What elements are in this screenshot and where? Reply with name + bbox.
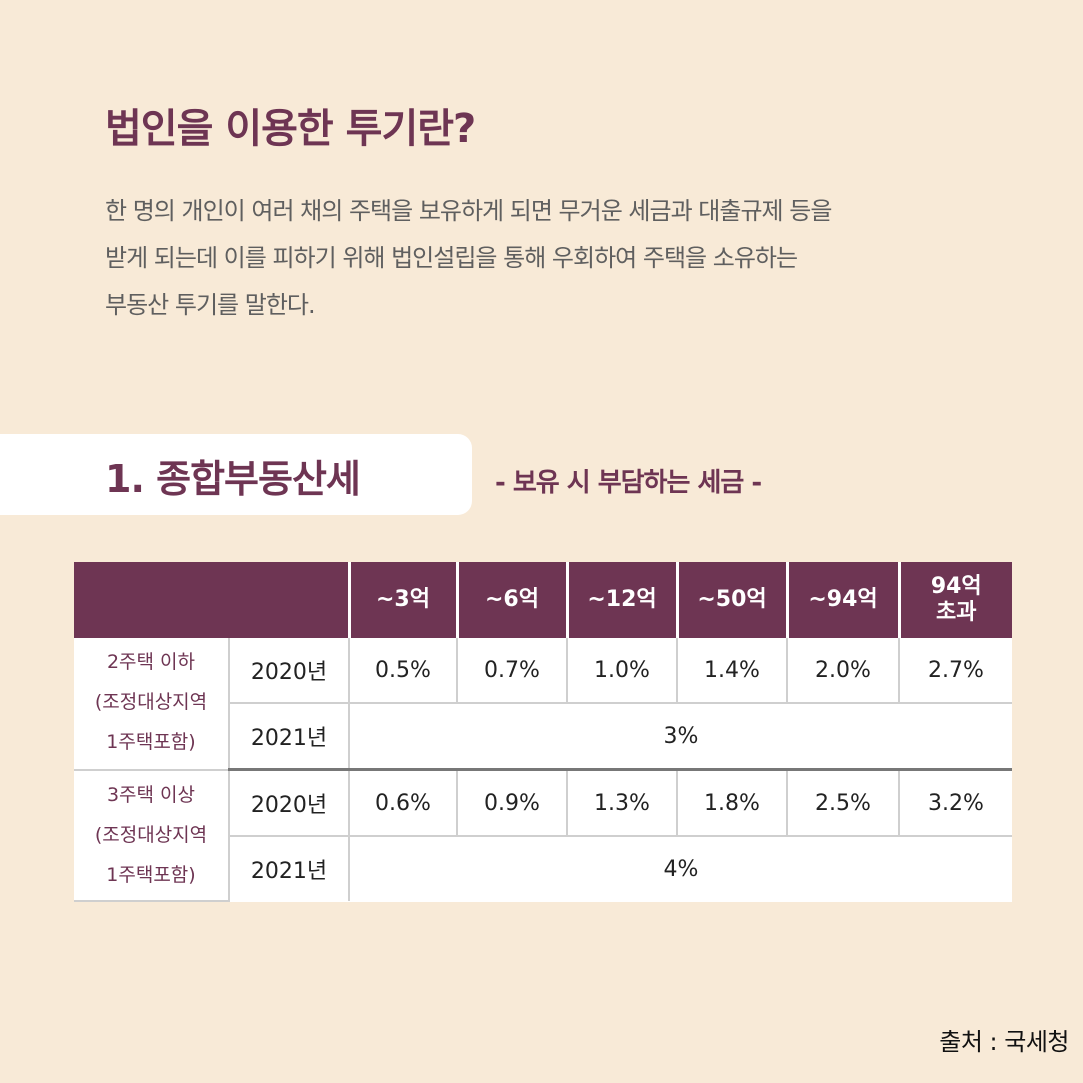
table-row: 2021년 3% (74, 703, 1012, 771)
merged-rate-cell: 3% (349, 703, 1012, 771)
table-row: 2주택 이하 (조정대상지역 1주택포함) 2020년 0.5% 0.7% 1.… (74, 638, 1012, 771)
header-cell: ~12억 (567, 562, 679, 638)
rate-cell: 0.6% (349, 769, 458, 837)
header-cell: ~6억 (457, 562, 569, 638)
rate-cell: 1.3% (567, 769, 678, 837)
year-cell: 2020년 (229, 769, 350, 837)
year-cell: 2020년 (229, 638, 350, 704)
section-subtitle: - 보유 시 부담하는 세금 - (495, 468, 762, 498)
group-label-line: (조정대상지역 (94, 823, 208, 846)
group-label-line: 2주택 이하 (106, 651, 196, 673)
table-row: 2021년 4% (74, 836, 1012, 901)
rate-cell: 2.7% (899, 638, 1012, 704)
header-cell: ~94억 (787, 562, 901, 638)
table-row: 3주택 이상 (조정대상지역 1주택포함) 2020년 0.6% 0.9% 1.… (74, 769, 1012, 902)
rate-cell: 2.0% (787, 638, 900, 704)
rate-cell: 3.2% (899, 769, 1012, 837)
header-cell: ~3억 (349, 562, 459, 638)
year-cell: 2021년 (229, 836, 350, 901)
description-line: 한 명의 개인이 여러 채의 주택을 보유하게 되면 무거운 세금과 대출규제 … (105, 197, 832, 225)
source-credit: 출처 : 국세청 (939, 1028, 1069, 1056)
group-label-line: 3주택 이상 (106, 783, 196, 806)
page-title: 법인을 이용한 투기란? (105, 106, 476, 152)
rate-cell: 1.8% (677, 769, 788, 837)
section-title: 1. 종합부동산세 (105, 457, 361, 501)
rate-cell: 0.5% (349, 638, 458, 704)
merged-rate-cell: 4% (663, 856, 699, 882)
group-label-line: 1주택포함) (106, 863, 196, 886)
header-corner (74, 562, 351, 638)
description-line: 부동산 투기를 말한다. (105, 291, 316, 319)
rate-cell: 2.5% (787, 769, 900, 837)
rate-cell: 1.4% (677, 638, 788, 704)
tax-rate-table: ~3억 ~6억 ~12억 ~50억 ~94억 94억 초과 2주택 이하 (조정… (74, 562, 1012, 902)
table-header-row: ~3억 ~6억 ~12억 ~50억 ~94억 94억 초과 (74, 562, 1012, 638)
description: 한 명의 개인이 여러 채의 주택을 보유하게 되면 무거운 세금과 대출규제 … (105, 188, 1005, 329)
rate-cell: 0.7% (457, 638, 568, 704)
section-title-box (0, 434, 472, 515)
header-cell: ~50억 (677, 562, 789, 638)
group-label-line: (조정대상지역 (94, 691, 208, 713)
group-label: 3주택 이상 (조정대상지역 1주택포함) (74, 769, 230, 902)
rate-cell: 1.0% (567, 638, 678, 704)
group-label-line: 1주택포함) (106, 731, 196, 753)
description-line: 받게 되는데 이를 피하기 위해 법인설립을 통해 우회하여 주택을 소유하는 (105, 244, 798, 272)
group-label: 2주택 이하 (조정대상지역 1주택포함) (74, 638, 230, 771)
rate-cell: 0.9% (457, 769, 568, 837)
year-cell: 2021년 (229, 703, 350, 771)
header-cell: 94억 초과 (899, 562, 1012, 638)
